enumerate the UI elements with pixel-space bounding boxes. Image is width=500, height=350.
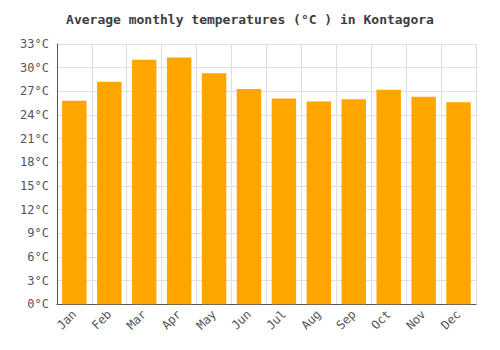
- svg-text:21°C: 21°C: [20, 132, 49, 146]
- svg-text:30°C: 30°C: [20, 61, 49, 75]
- svg-text:24°C: 24°C: [20, 108, 49, 122]
- svg-text:27°C: 27°C: [20, 84, 49, 98]
- svg-text:6°C: 6°C: [27, 250, 49, 264]
- svg-text:3°C: 3°C: [27, 274, 49, 288]
- svg-text:May: May: [194, 307, 219, 332]
- svg-text:Oct: Oct: [368, 307, 393, 332]
- svg-text:Jun: Jun: [229, 307, 254, 332]
- svg-text:15°C: 15°C: [20, 179, 49, 193]
- svg-text:18°C: 18°C: [20, 155, 49, 169]
- svg-text:Sep: Sep: [333, 307, 358, 332]
- svg-text:Dec: Dec: [438, 307, 463, 332]
- svg-text:Nov: Nov: [403, 307, 428, 332]
- svg-text:12°C: 12°C: [20, 203, 49, 217]
- svg-text:9°C: 9°C: [27, 226, 49, 240]
- svg-text:Jan: Jan: [54, 307, 79, 332]
- svg-text:Jul: Jul: [264, 307, 289, 332]
- svg-text:Feb: Feb: [89, 307, 114, 332]
- svg-text:Apr: Apr: [159, 307, 184, 332]
- svg-text:33°C: 33°C: [20, 37, 49, 51]
- svg-text:Aug: Aug: [299, 307, 324, 332]
- svg-text:Average monthly temperatures (: Average monthly temperatures (°C ) in Ko…: [66, 12, 434, 27]
- svg-text:0°C: 0°C: [27, 297, 49, 311]
- svg-text:Mar: Mar: [124, 307, 149, 332]
